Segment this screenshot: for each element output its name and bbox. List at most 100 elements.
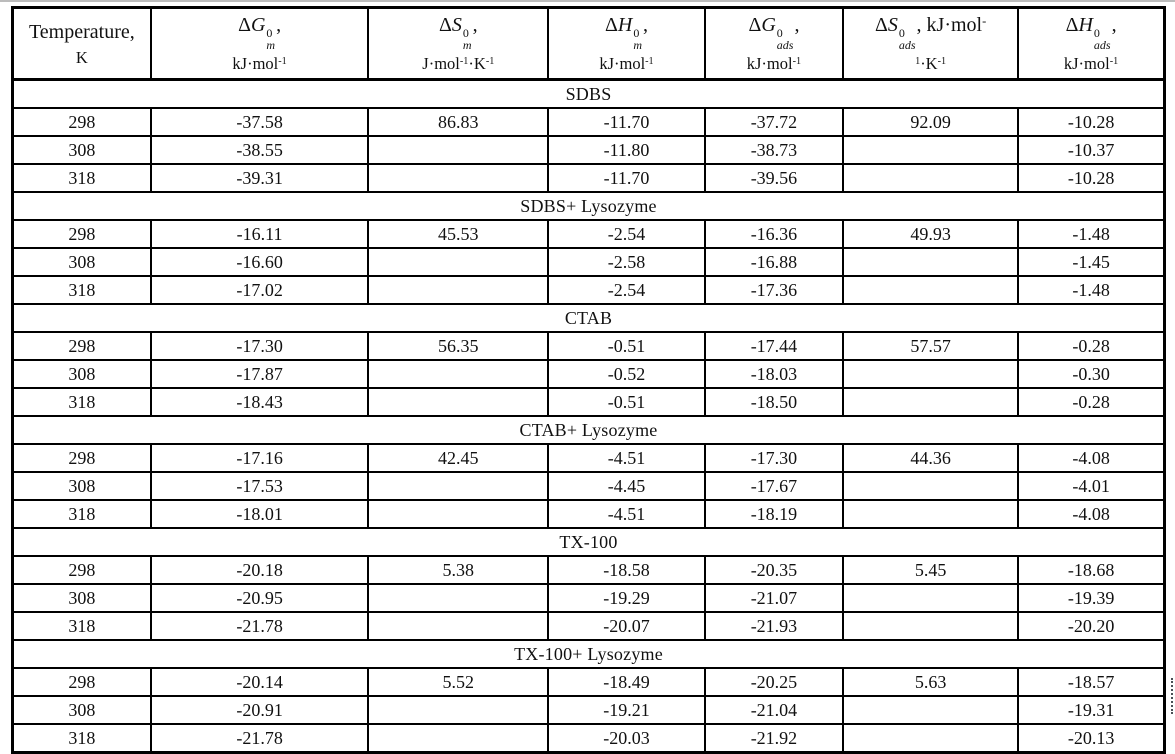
value-cell: -17.53 [149, 471, 370, 501]
value-cell [367, 359, 550, 389]
value-cell: -2.54 [547, 219, 706, 249]
header-row: Temperature, K ΔG 0 m, kJ·mol-1 ΔS 0 m, J·mol-1·K… [11, 6, 1166, 81]
value-cell: -21.78 [149, 723, 370, 754]
temperature-cell: 298 [11, 443, 152, 473]
value-cell: -18.43 [149, 387, 370, 417]
value-cell: -38.55 [149, 135, 370, 165]
value-cell: 5.52 [367, 667, 550, 697]
table-row: 308 -17.53 -4.45 -17.67 -4.01 [11, 471, 1166, 501]
value-cell [842, 611, 1020, 641]
value-cell: -20.03 [547, 723, 706, 754]
temperature-cell: 308 [11, 135, 152, 165]
value-cell: -2.58 [547, 247, 706, 277]
value-cell [842, 247, 1020, 277]
value-cell: -21.93 [703, 611, 845, 641]
value-cell: -18.57 [1017, 667, 1166, 697]
value-cell [842, 695, 1020, 725]
value-cell: -39.31 [149, 163, 370, 193]
temperature-cell: 318 [11, 387, 152, 417]
section-title: TX-100 [11, 527, 1166, 557]
section-row: SDBS+ Lysozyme [11, 191, 1166, 221]
stacked-script: 0 ads [776, 26, 794, 53]
stacked-script: 0 ads [1093, 26, 1111, 53]
table-row: 298 -16.11 45.53 -2.54 -16.36 49.93 -1.48 [11, 219, 1166, 249]
value-cell: -20.20 [1017, 611, 1166, 641]
table-row: 298 -20.14 5.52 -18.49 -20.25 5.63 -18.57 [11, 667, 1166, 697]
value-cell [842, 723, 1020, 754]
value-cell: 44.36 [842, 443, 1020, 473]
value-cell [367, 583, 550, 613]
value-cell: -20.14 [149, 667, 370, 697]
column-header-symbol: ΔS 0 ads, kJ·mol- [874, 13, 987, 53]
value-cell [842, 275, 1020, 305]
table-row: 298 -17.16 42.45 -4.51 -17.30 44.36 -4.08 [11, 443, 1166, 473]
column-header: ΔG 0 m, kJ·mol-1 [149, 6, 370, 81]
value-cell: -16.88 [703, 247, 845, 277]
section-row: TX-100+ Lysozyme [11, 639, 1166, 669]
value-cell: -21.04 [703, 695, 845, 725]
temperature-cell: 318 [11, 499, 152, 529]
table-row: 318 -18.01 -4.51 -18.19 -4.08 [11, 499, 1166, 529]
temperature-cell: 298 [11, 219, 152, 249]
value-cell: -4.08 [1017, 443, 1166, 473]
value-cell: -21.78 [149, 611, 370, 641]
value-cell: -17.36 [703, 275, 845, 305]
column-header: Temperature, K [11, 6, 152, 81]
value-cell: 42.45 [367, 443, 550, 473]
column-header: ΔH 0 m, kJ·mol-1 [547, 6, 706, 81]
value-cell [367, 723, 550, 754]
value-cell: 5.63 [842, 667, 1020, 697]
value-cell [367, 387, 550, 417]
temperature-cell: 318 [11, 611, 152, 641]
value-cell: -20.95 [149, 583, 370, 613]
table-row: 308 -17.87 -0.52 -18.03 -0.30 [11, 359, 1166, 389]
section-title: TX-100+ Lysozyme [11, 639, 1166, 669]
value-cell [367, 611, 550, 641]
value-cell: -17.02 [149, 275, 370, 305]
value-cell: -0.51 [547, 331, 706, 361]
temperature-cell: 308 [11, 247, 152, 277]
table-row: 318 -39.31 -11.70 -39.56 -10.28 [11, 163, 1166, 193]
table-body: SDBS 298 -37.58 86.83 -11.70 -37.72 92.09 -10.2… [11, 78, 1166, 754]
value-cell: -0.30 [1017, 359, 1166, 389]
value-cell: -17.16 [149, 443, 370, 473]
stacked-script: 0 ads [898, 26, 916, 53]
table-row: 308 -16.60 -2.58 -16.88 -1.45 [11, 247, 1166, 277]
value-cell: -4.51 [547, 443, 706, 473]
value-cell: -20.07 [547, 611, 706, 641]
temperature-cell: 298 [11, 667, 152, 697]
value-cell: -16.36 [703, 219, 845, 249]
value-cell: -17.44 [703, 331, 845, 361]
table-row: 318 -17.02 -2.54 -17.36 -1.48 [11, 275, 1166, 305]
value-cell: -11.80 [547, 135, 706, 165]
value-cell: -18.19 [703, 499, 845, 529]
section-row: CTAB [11, 303, 1166, 333]
section-row: CTAB+ Lysozyme [11, 415, 1166, 445]
table-row: 298 -17.30 56.35 -0.51 -17.44 57.57 -0.28 [11, 331, 1166, 361]
value-cell: 86.83 [367, 107, 550, 137]
value-cell [842, 499, 1020, 529]
value-cell: -11.70 [547, 163, 706, 193]
column-header-symbol: ΔH 0 m, [604, 13, 648, 53]
column-header-symbol: ΔG 0 ads, [748, 13, 800, 53]
temperature-cell: 298 [11, 331, 152, 361]
column-header-symbol: Temperature, [28, 20, 135, 43]
value-cell: -20.91 [149, 695, 370, 725]
value-cell: 5.38 [367, 555, 550, 585]
value-cell: -1.48 [1017, 275, 1166, 305]
column-header-symbol: ΔS 0 m, [439, 13, 478, 53]
value-cell: -2.54 [547, 275, 706, 305]
value-cell [367, 163, 550, 193]
value-cell [842, 135, 1020, 165]
column-header-unit: kJ·mol-1 [599, 54, 654, 74]
table-row: 308 -20.95 -19.29 -21.07 -19.39 [11, 583, 1166, 613]
value-cell: -21.07 [703, 583, 845, 613]
value-cell: -4.51 [547, 499, 706, 529]
value-cell: -18.68 [1017, 555, 1166, 585]
value-cell: -20.35 [703, 555, 845, 585]
value-cell: -4.01 [1017, 471, 1166, 501]
value-cell: -16.60 [149, 247, 370, 277]
value-cell: -1.48 [1017, 219, 1166, 249]
value-cell: 92.09 [842, 107, 1020, 137]
